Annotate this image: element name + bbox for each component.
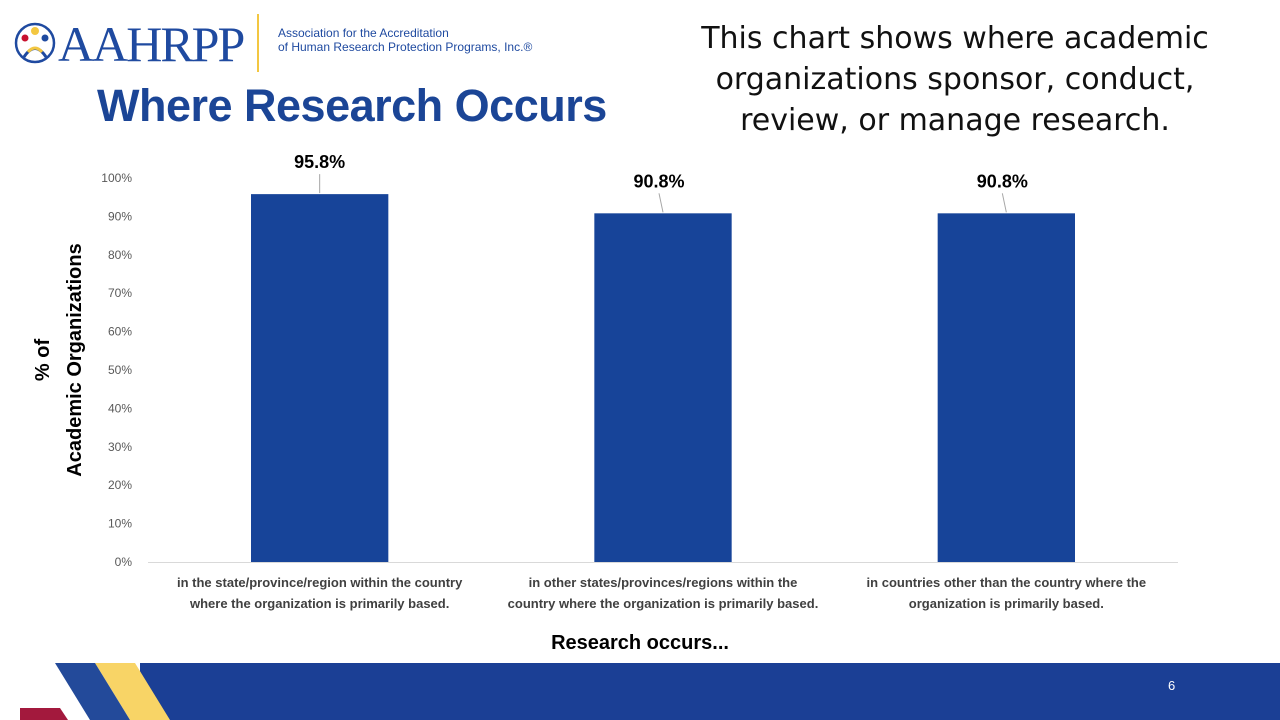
- y-tick-label: 80%: [108, 248, 132, 262]
- data-label: 95.8%: [294, 152, 345, 172]
- data-label: 90.8%: [633, 171, 684, 191]
- footer-blue-band: [140, 663, 1280, 720]
- x-tick-label: country where the organization is primar…: [508, 596, 819, 611]
- footer-red-stripe: [20, 708, 68, 720]
- aahrpp-logo: AAHRPP Association for the Accreditation…: [14, 14, 534, 76]
- org-full-name: Association for the Accreditation of Hum…: [278, 26, 532, 54]
- bar: [937, 213, 1075, 562]
- x-tick-label: organization is primarily based.: [909, 596, 1104, 611]
- bar-chart: 0% 10% 20% 30% 40% 50% 60% 70% 80% 90% 100% 95.8% in…: [32, 152, 1178, 654]
- slide-description: This chart shows where academic organiza…: [701, 21, 1209, 138]
- y-tick-label: 50%: [108, 363, 132, 377]
- y-tick-label: 70%: [108, 286, 132, 300]
- y-tick-label: 30%: [108, 440, 132, 454]
- y-axis-title: % of: [32, 339, 54, 382]
- footer-blue-stripe: [55, 663, 130, 720]
- y-tick-label: 10%: [108, 517, 132, 531]
- org-name-line-2: of Human Research Protection Programs, I…: [278, 40, 533, 54]
- y-tick-label: 40%: [108, 401, 132, 415]
- logo-wordmark: AAHRPP: [58, 16, 245, 72]
- bar: [251, 194, 389, 563]
- y-tick-label: 90%: [108, 209, 132, 223]
- x-axis-title: Research occurs...: [551, 632, 729, 654]
- data-label-leader: [658, 193, 664, 213]
- globe-people-icon: [14, 22, 56, 64]
- data-label: 90.8%: [977, 171, 1028, 191]
- y-axis-title: Academic Organizations: [64, 243, 86, 476]
- org-name-line-1: Association for the Accreditation: [278, 26, 449, 40]
- data-label-leader: [1001, 193, 1007, 213]
- logo-divider: [257, 14, 259, 72]
- page-number: 6: [1168, 678, 1176, 693]
- y-tick-label: 100%: [101, 171, 132, 185]
- y-tick-label: 20%: [108, 478, 132, 492]
- slide-title: Where Research Occurs: [97, 80, 607, 131]
- x-tick-label: in other states/provinces/regions within…: [529, 575, 798, 590]
- y-tick-label: 60%: [108, 325, 132, 339]
- x-tick-label: in the state/province/region within the …: [177, 575, 463, 590]
- footer-band: [20, 663, 1280, 720]
- footer-yellow-stripe: [95, 663, 170, 720]
- y-tick-label: 0%: [115, 555, 133, 569]
- bar: [594, 213, 732, 562]
- x-tick-label: where the organization is primarily base…: [189, 596, 449, 611]
- x-tick-label: in countries other than the country wher…: [867, 575, 1147, 590]
